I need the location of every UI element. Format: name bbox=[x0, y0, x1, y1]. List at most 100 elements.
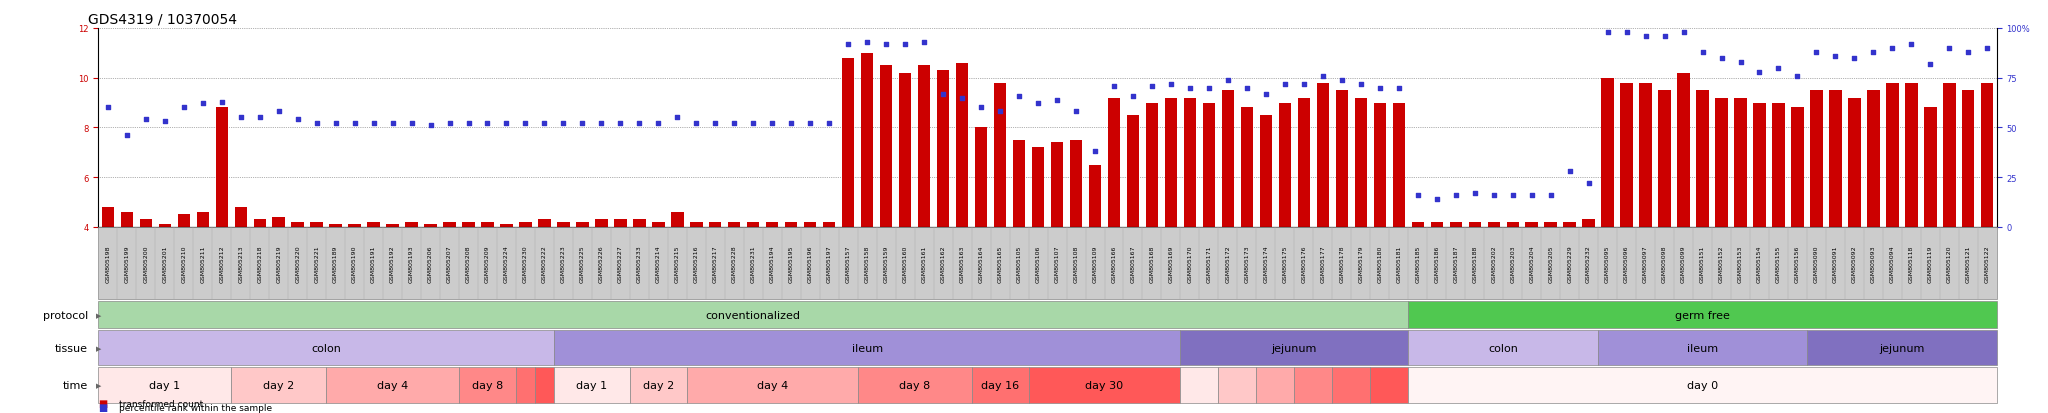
Text: ileum: ileum bbox=[852, 343, 883, 353]
Text: GSM805200: GSM805200 bbox=[143, 244, 147, 282]
Text: GSM805158: GSM805158 bbox=[864, 244, 870, 282]
Bar bbox=[330, 225, 342, 227]
Bar bbox=[254, 220, 266, 227]
Text: GSM805154: GSM805154 bbox=[1757, 244, 1761, 282]
Bar bbox=[842, 59, 854, 227]
Point bbox=[1610, 30, 1642, 36]
Text: GSM805192: GSM805192 bbox=[389, 244, 395, 282]
Bar bbox=[1925, 108, 1937, 227]
Text: GSM805155: GSM805155 bbox=[1776, 244, 1782, 282]
Point bbox=[1858, 50, 1890, 56]
Text: GSM805119: GSM805119 bbox=[1927, 244, 1933, 282]
Bar bbox=[805, 222, 817, 227]
Point bbox=[946, 95, 979, 102]
Bar bbox=[690, 222, 702, 227]
Point bbox=[1724, 59, 1757, 66]
Bar bbox=[993, 83, 1006, 227]
Bar bbox=[1868, 91, 1880, 227]
Bar bbox=[272, 217, 285, 227]
Text: GSM805091: GSM805091 bbox=[1833, 244, 1837, 282]
Point bbox=[1591, 30, 1624, 36]
Point bbox=[471, 121, 504, 127]
Point bbox=[1022, 101, 1055, 107]
Point bbox=[168, 105, 201, 112]
Text: GSM805224: GSM805224 bbox=[504, 244, 510, 282]
Point bbox=[1706, 55, 1739, 62]
Bar bbox=[784, 222, 797, 227]
Bar bbox=[311, 222, 324, 227]
Point bbox=[244, 115, 276, 121]
Text: GSM805165: GSM805165 bbox=[997, 244, 1004, 282]
Text: GSM805169: GSM805169 bbox=[1169, 244, 1174, 282]
Text: GSM805160: GSM805160 bbox=[903, 244, 907, 282]
Bar bbox=[1810, 91, 1823, 227]
Text: GSM805189: GSM805189 bbox=[334, 244, 338, 282]
Bar bbox=[139, 220, 152, 227]
Text: ileum: ileum bbox=[1688, 343, 1718, 353]
Bar bbox=[367, 222, 379, 227]
Text: GSM805204: GSM805204 bbox=[1530, 244, 1534, 282]
Bar bbox=[709, 222, 721, 227]
Bar bbox=[596, 220, 608, 227]
Bar bbox=[1677, 74, 1690, 227]
Text: GSM805227: GSM805227 bbox=[618, 244, 623, 282]
Point bbox=[1477, 192, 1509, 199]
Text: GSM805105: GSM805105 bbox=[1016, 244, 1022, 282]
Text: GSM805197: GSM805197 bbox=[827, 244, 831, 282]
Bar bbox=[215, 108, 227, 227]
Bar bbox=[975, 128, 987, 227]
Point bbox=[1343, 81, 1376, 88]
Bar bbox=[520, 222, 532, 227]
Point bbox=[225, 115, 258, 121]
Text: tissue: tissue bbox=[55, 343, 88, 353]
Bar bbox=[1944, 83, 1956, 227]
Bar bbox=[1507, 222, 1520, 227]
Bar bbox=[614, 220, 627, 227]
Text: GSM805214: GSM805214 bbox=[655, 244, 662, 282]
Point bbox=[1440, 192, 1473, 199]
Point bbox=[1268, 81, 1300, 88]
Text: GSM805229: GSM805229 bbox=[1567, 244, 1573, 282]
Bar bbox=[633, 220, 645, 227]
Bar bbox=[1487, 222, 1499, 227]
Point bbox=[547, 121, 580, 127]
Point bbox=[1667, 30, 1700, 36]
Bar bbox=[1393, 103, 1405, 227]
Bar bbox=[938, 71, 950, 227]
Text: GSM805195: GSM805195 bbox=[788, 244, 795, 282]
Point bbox=[1288, 81, 1321, 88]
Point bbox=[129, 117, 162, 123]
Point bbox=[377, 121, 410, 127]
Point bbox=[1743, 69, 1776, 76]
Bar bbox=[860, 54, 872, 227]
Point bbox=[1098, 83, 1130, 90]
Text: GSM805093: GSM805093 bbox=[1872, 244, 1876, 282]
Point bbox=[1174, 85, 1206, 92]
Point bbox=[1876, 45, 1909, 52]
Point bbox=[1458, 190, 1491, 197]
Text: GSM805171: GSM805171 bbox=[1206, 244, 1212, 282]
Bar bbox=[1260, 116, 1272, 227]
Text: ▶: ▶ bbox=[96, 382, 102, 388]
Text: GDS4319 / 10370054: GDS4319 / 10370054 bbox=[88, 12, 238, 26]
Text: GSM805162: GSM805162 bbox=[940, 244, 946, 282]
Bar bbox=[1696, 91, 1708, 227]
Text: jejunum: jejunum bbox=[1880, 343, 1925, 353]
Point bbox=[147, 119, 180, 126]
Bar bbox=[729, 222, 741, 227]
Text: transformed count: transformed count bbox=[119, 399, 203, 408]
Bar bbox=[348, 225, 360, 227]
Point bbox=[1552, 169, 1585, 175]
Text: GSM805221: GSM805221 bbox=[313, 244, 319, 282]
Point bbox=[928, 91, 961, 97]
Text: GSM805156: GSM805156 bbox=[1794, 244, 1800, 282]
Bar bbox=[1980, 83, 1993, 227]
Point bbox=[1952, 50, 1985, 56]
Point bbox=[774, 121, 807, 127]
Bar bbox=[1165, 98, 1178, 227]
Bar bbox=[1468, 222, 1481, 227]
Text: GSM805166: GSM805166 bbox=[1112, 244, 1116, 282]
Text: ▶: ▶ bbox=[96, 345, 102, 351]
Point bbox=[1497, 192, 1530, 199]
Text: GSM805194: GSM805194 bbox=[770, 244, 774, 282]
